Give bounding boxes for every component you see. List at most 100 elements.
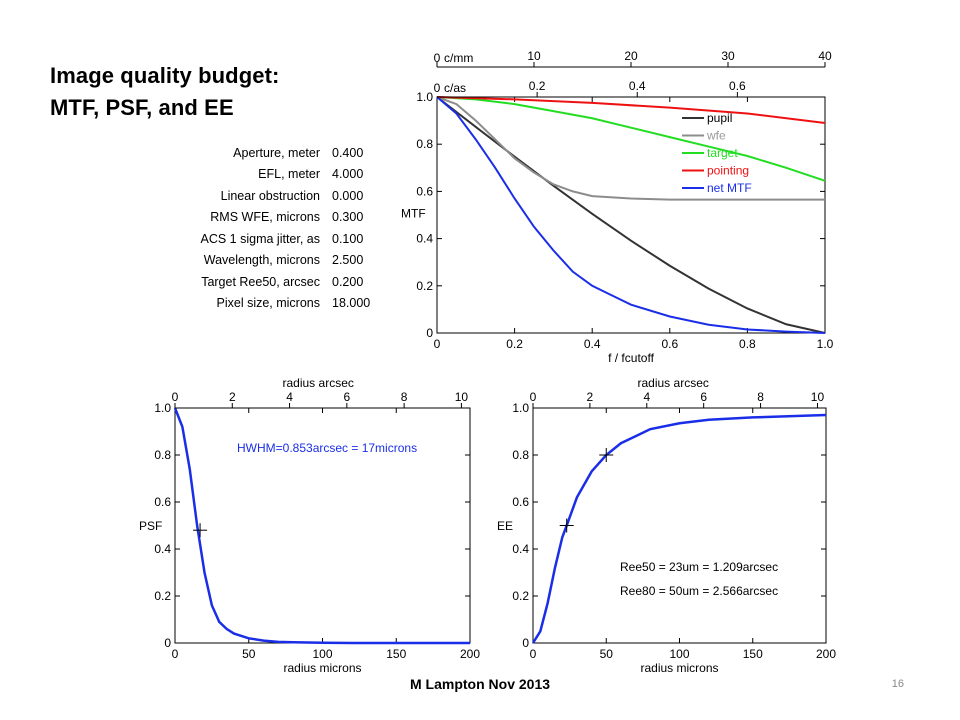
ree50-annotation: Ree50 = 23um = 1.209arcsec [620,560,778,574]
x-axis-label: f / fcutoff [608,351,654,365]
y-tick-label: 0.8 [154,448,171,462]
x-tick-label: 150 [386,647,406,661]
ree80-annotation: Ree80 = 50um = 2.566arcsec [620,584,778,598]
top-axis-label: c/mm [444,51,473,65]
param-value: 0.400 [332,145,364,160]
top-axis-tick-label: 0.2 [529,79,546,93]
page-number: 16 [891,678,904,690]
top-axis-tick-label: 0.6 [729,79,746,93]
param-label: Aperture, meter [233,145,320,160]
series-line-curve [173,407,470,645]
x-tick-label: 50 [600,647,614,661]
x-tick-label: 1.0 [817,337,834,351]
mtf-chart: 0 0.2 0.4 0.6 0.8 1.000.20.40.60.81.0f / fcut… [401,49,834,365]
top-axis-tick-label: 4 [286,390,293,404]
y-axis-label: EE [497,519,513,533]
top-axis-tick-label: 4 [643,390,650,404]
y-tick-label: 1.0 [154,401,171,415]
plot-frame [532,407,827,644]
y-tick-label: 0.6 [512,495,529,509]
param-label: ACS 1 sigma jitter, as [200,231,321,246]
title-line-2: MTF, PSF, and EE [50,95,234,120]
param-row: Pixel size, microns 18.000 [150,293,390,315]
top-axis-tick-label: 2 [229,390,236,404]
y-tick-label: 0.2 [154,589,171,603]
param-label: Pixel size, microns [216,296,321,311]
top-axis-tick-label: 40 [818,49,832,63]
series-line-curve [531,413,827,644]
top-axis-tick-label: 6 [344,390,351,404]
y-tick-label: 0 [522,636,529,650]
param-value: 18.000 [332,296,371,311]
x-tick-label: 0 [172,647,179,661]
param-value: 0.300 [332,210,364,225]
x-tick-label: 100 [669,647,689,661]
top-axis-tick-label: 6 [700,390,707,404]
top-axis-tick-label: 10 [527,49,541,63]
param-row: Aperture, meter 0.400 [150,142,390,164]
param-label: EFL, meter [258,167,320,182]
top-axis-label: radius arcsec [638,376,709,390]
y-tick-label: 0.6 [416,184,433,198]
top-axis-tick-label: 0 [172,390,179,404]
param-value: 0.200 [332,274,364,289]
slide-title: Image quality budget: MTF, PSF, and EE [50,60,279,124]
y-tick-label: 0.4 [416,232,433,246]
x-tick-label: 0 [530,647,537,661]
y-tick-label: 0 [426,326,433,340]
legend-label: pupil [707,111,732,125]
top-axis-tick-label: 0 [530,390,537,404]
param-value: 4.000 [332,167,364,182]
x-tick-label: 0 [434,337,441,351]
param-label: RMS WFE, microns [210,210,320,225]
y-tick-label: 0.8 [416,137,433,151]
x-tick-label: 0.6 [661,337,678,351]
x-tick-label: 0.4 [584,337,601,351]
hwhm-annotation: HWHM=0.853arcsec = 17microns [237,441,417,455]
x-tick-label: 200 [460,647,480,661]
param-row: RMS WFE, microns 0.300 [150,207,390,229]
param-row: Linear obstruction 0.000 [150,185,390,207]
top-axis-tick-label: 8 [757,390,764,404]
top-axis-tick-label: 0.4 [629,79,646,93]
parameter-table: Aperture, meter 0.400 EFL, meter 4.000 Linea… [150,142,390,314]
param-row: Target Ree50, arcsec 0.200 [150,271,390,293]
param-value: 0.000 [332,188,364,203]
top-axis-tick-label: 30 [721,49,735,63]
y-tick-label: 0.4 [512,542,529,556]
footer-author: M Lampton Nov 2013 [409,676,551,692]
y-tick-label: 0.2 [512,589,529,603]
top-axis-tick-label: 0 [434,81,441,95]
top-axis-label: radius arcsec [283,376,354,390]
param-row: Wavelength, microns 2.500 [150,250,390,272]
param-label: Linear obstruction [220,188,320,203]
param-label: Target Ree50, arcsec [201,274,320,289]
legend-label: net MTF [707,181,752,195]
y-tick-label: 0.2 [416,279,433,293]
plot-frame [436,96,826,334]
x-tick-label: 50 [242,647,256,661]
y-tick-label: 1.0 [512,401,529,415]
plot-frame [174,407,471,644]
param-value: 0.100 [332,231,364,246]
x-tick-label: 200 [816,647,836,661]
top-axis-tick-label: 0 [434,51,441,65]
y-tick-label: 1.0 [416,90,433,104]
top-axis-tick-label: 10 [811,390,825,404]
y-tick-label: 0.6 [154,495,171,509]
x-tick-label: 0.8 [739,337,756,351]
param-value: 2.500 [332,253,364,268]
param-row: EFL, meter 4.000 [150,164,390,186]
top-axis-tick-label: 2 [587,390,594,404]
top-axis-tick-label: 8 [401,390,408,404]
y-axis-label: PSF [139,519,162,533]
top-axis-tick-label: 10 [455,390,469,404]
legend-label: target [707,146,738,160]
top-axis-label: c/as [444,81,466,95]
x-tick-label: 0.2 [506,337,523,351]
series-line-pointing [436,96,826,124]
x-axis-label: radius microns [640,661,718,675]
y-axis-label: MTF [401,206,426,220]
x-tick-label: 150 [743,647,763,661]
